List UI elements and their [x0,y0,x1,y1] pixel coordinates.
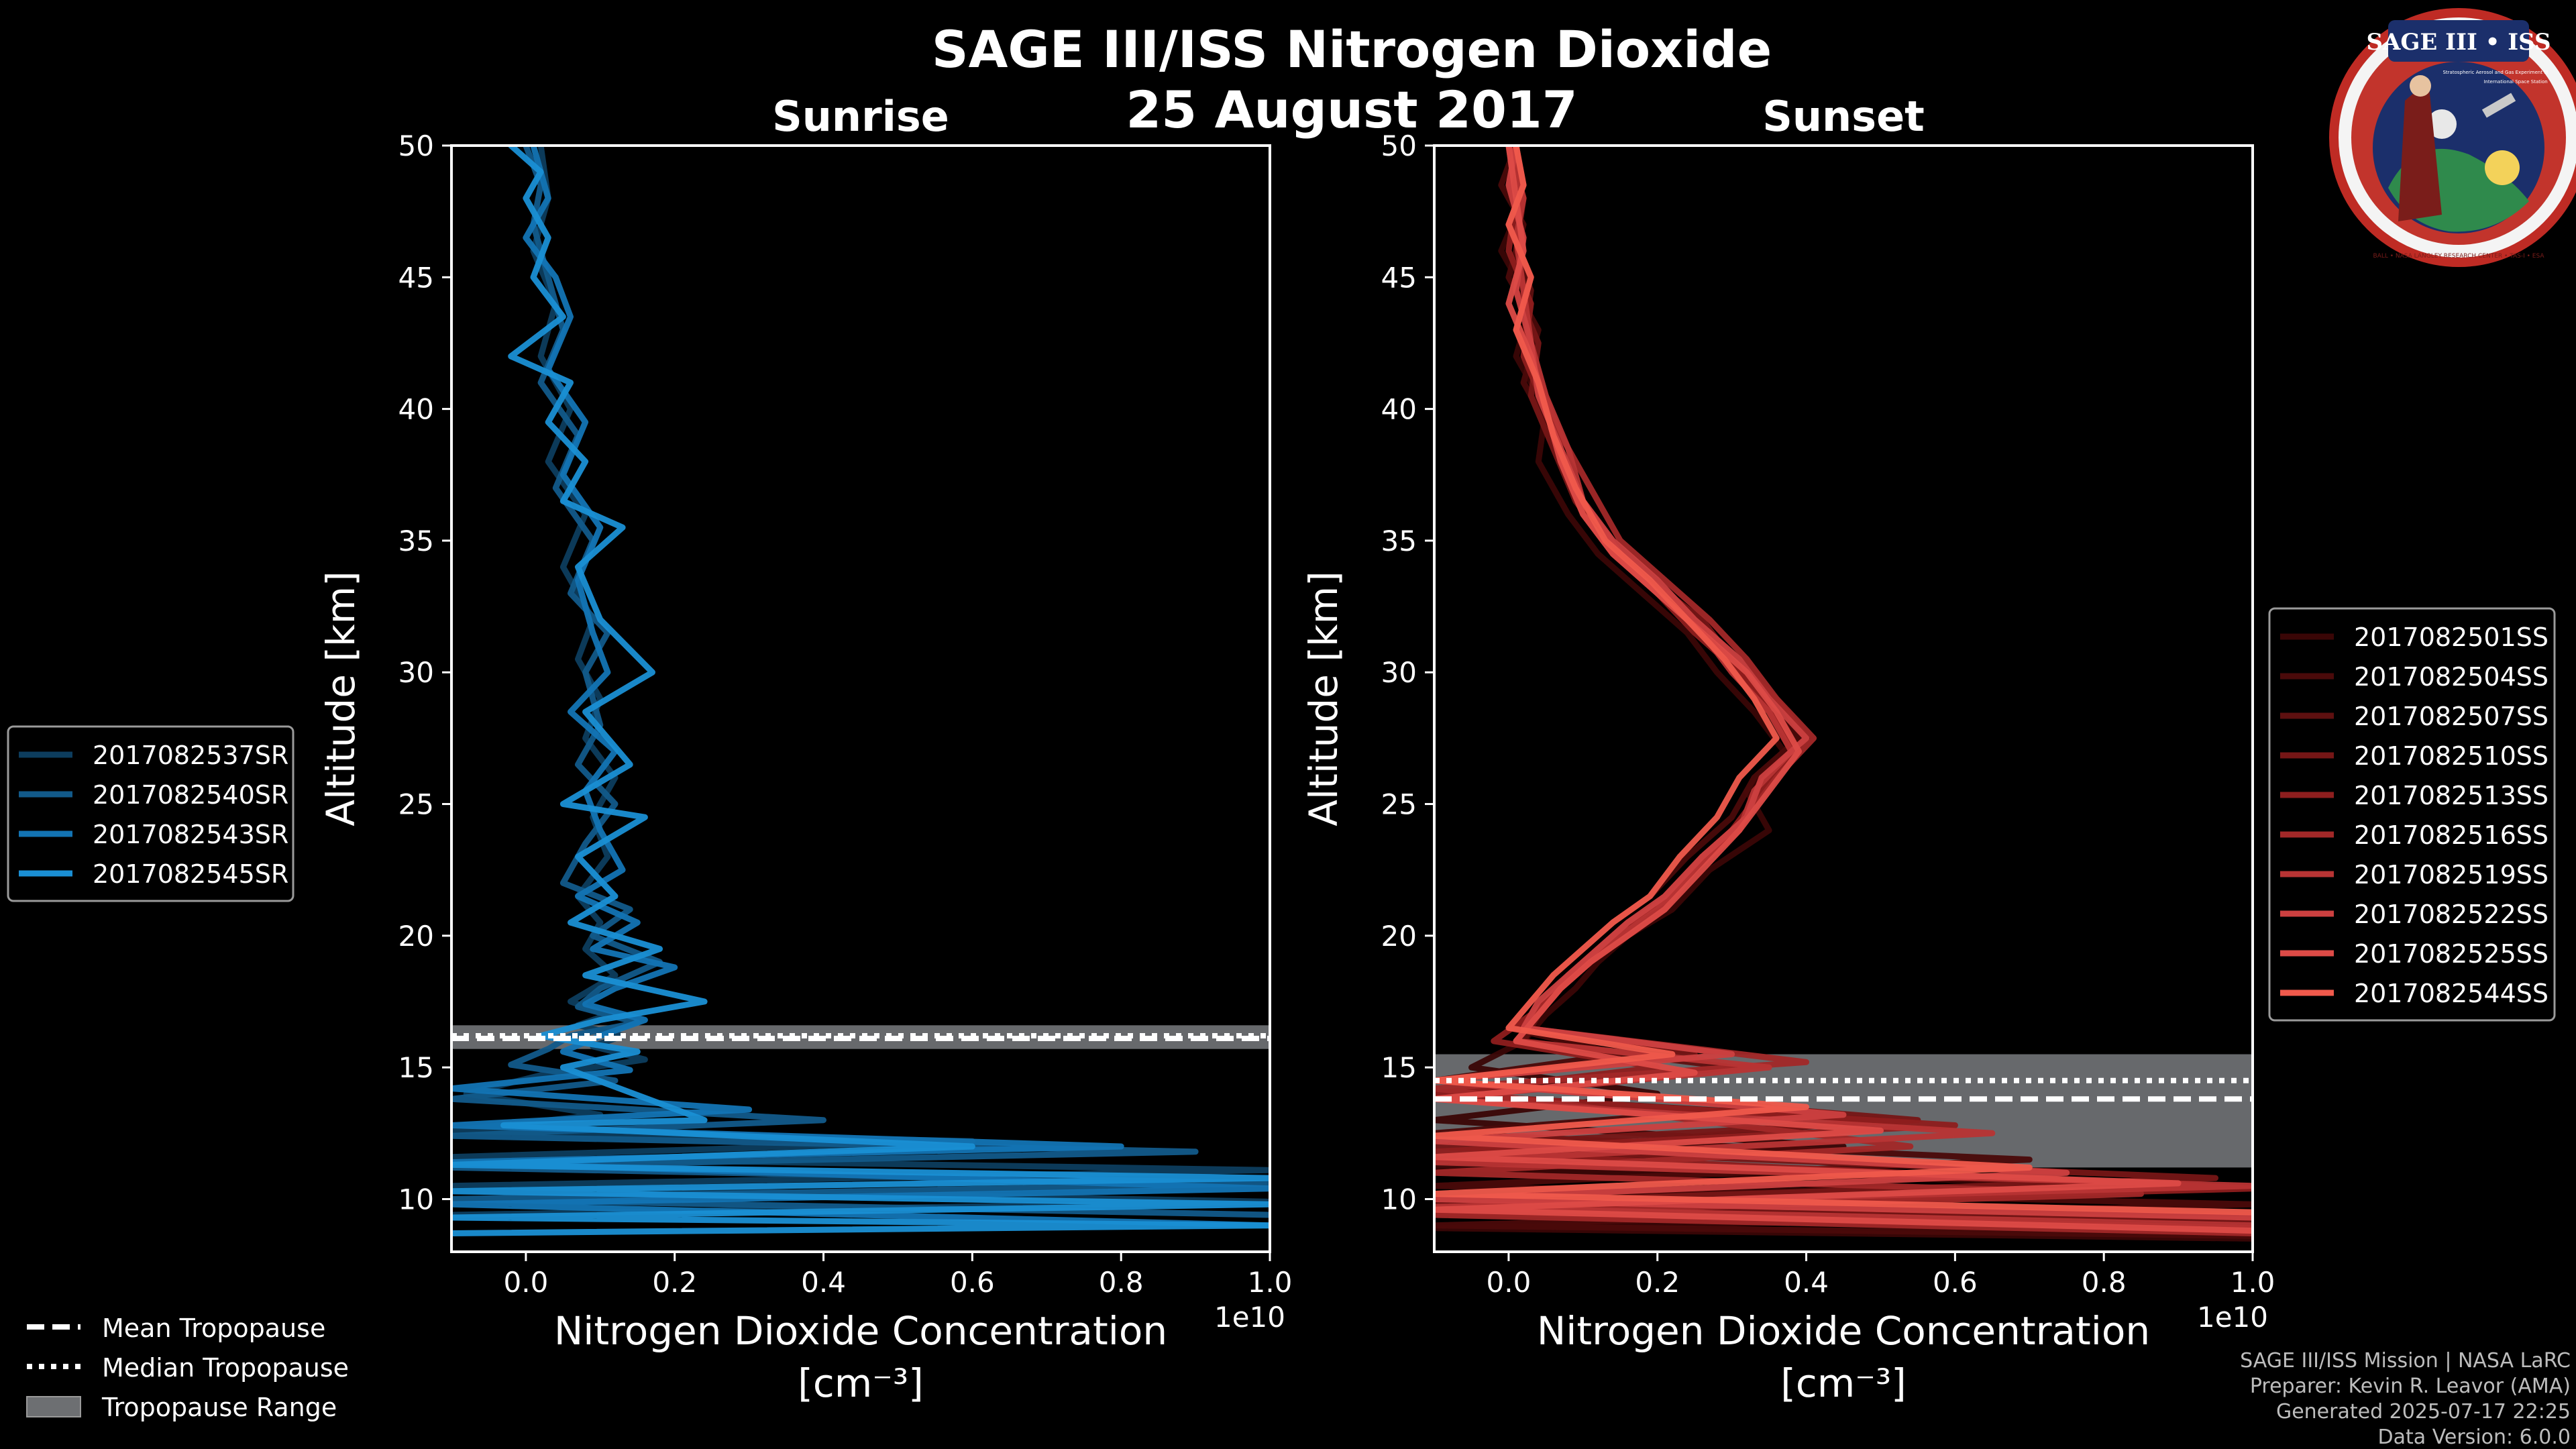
sunrise-legend-label: 2017082537SR [93,741,288,770]
sunset-ytick-label: 50 [1381,129,1417,162]
sunset-x-axis-label: Nitrogen Dioxide Concentration [1537,1308,2150,1354]
sunset-legend-label: 2017082513SS [2354,781,2548,810]
sunrise-series-2017082543SR [451,146,1270,1229]
sunrise-xtick-label: 0.4 [801,1266,846,1299]
sunset-legend-label: 2017082522SS [2354,900,2548,929]
sunrise-legend: 2017082537SR 2017082540SR 2017082543SR 2017… [7,725,294,902]
sunset-x-axis-unit: [cm⁻³] [1780,1360,1907,1406]
sunset-legend-label: 2017082516SS [2354,820,2548,850]
footer-preparer: Preparer: Kevin R. Leavor (AMA) [2250,1375,2571,1398]
sunset-y-axis-label: Altitude [km] [1301,571,1346,826]
sunset-legend-label: 2017082525SS [2354,939,2548,969]
sunrise-legend-label: 2017082543SR [93,820,288,849]
sunset-series-2017082544SS [1434,146,2253,1216]
sage-iii-iss-logo: SAGE III • ISS BALL • NASA LANGLEY RESEA… [2329,8,2576,267]
sunset-legend-label: 2017082504SS [2354,662,2548,692]
sunrise-xtick-label: 0.8 [1099,1266,1144,1299]
sunset-x-scale-label: 1e10 [2197,1301,2268,1334]
sunset-ytick-label: 10 [1381,1183,1417,1216]
logo-subtitle: Stratospheric Aerosol and Gas Experiment… [2443,70,2548,75]
sunset-panel-title: Sunset [1762,92,1925,141]
sunrise-legend-box [7,725,294,902]
sunrise-panel-title: Sunrise [772,92,949,141]
sunrise-ytick-label: 15 [398,1051,434,1084]
sunset-legend-box [2268,607,2556,1022]
sunset-xtick-label: 0.0 [1487,1266,1532,1299]
sunrise-series-2017082540SR [451,146,1270,1218]
mean-tropopause-label: Mean Tropopause [102,1313,325,1343]
sunrise-ytick-label: 40 [398,393,434,426]
sunset-ytick-label: 30 [1381,656,1417,689]
sunrise-xtick-label: 0.2 [652,1266,697,1299]
tropopause-range-swatch [26,1396,81,1417]
sunset-ytick-label: 40 [1381,393,1417,426]
logo-title: SAGE III • ISS [2366,29,2551,56]
sunset-ytick-label: 45 [1381,261,1417,294]
median-tropopause-label: Median Tropopause [102,1353,349,1383]
footer-data-version: Data Version: 6.0.0 [2378,1426,2571,1449]
sunset-ytick-label: 25 [1381,788,1417,821]
footer: SAGE III/ISS Mission | NASA LaRC Prepare… [2240,1349,2571,1449]
logo-subtitle-2: International Space Station [2483,79,2547,85]
sunset-legend-label: 2017082510SS [2354,741,2548,771]
panels: 0.0 0.2 0.4 0.6 0.8 1.0 10 15 20 25 30 35 40 45 50 1e10… [318,92,2275,1406]
logo-ring-text: BALL • NASA LANGLEY RESEARCH CENTER • TA… [2373,253,2544,260]
sunrise-x-axis-label: Nitrogen Dioxide Concentration [554,1308,1167,1354]
sunset-legend-label: 2017082507SS [2354,702,2548,731]
figure-title: SAGE III/ISS Nitrogen Dioxide [932,19,1772,79]
sunrise-ytick-label: 50 [398,129,434,162]
footer-generated: Generated 2025-07-17 22:25 [2276,1400,2571,1424]
sunset-panel: 0.0 0.2 0.4 0.6 0.8 1.0 10 15 20 25 30 35 40 45 50 1e10… [1301,92,2275,1406]
sunrise-ytick-label: 35 [398,525,434,557]
sunset-xtick-label: 0.2 [1635,1266,1680,1299]
sunrise-ytick-label: 30 [398,656,434,689]
sunrise-xtick-label: 1.0 [1248,1266,1293,1299]
sunrise-x-axis-unit: [cm⁻³] [798,1360,924,1406]
footer-mission: SAGE III/ISS Mission | NASA LaRC [2240,1349,2571,1373]
sunset-xtick-label: 1.0 [2231,1266,2275,1299]
sunrise-y-axis-label: Altitude [km] [318,571,364,826]
sunset-legend-label: 2017082501SS [2354,623,2548,652]
sunset-ytick-label: 20 [1381,920,1417,953]
sunset-ytick-label: 15 [1381,1051,1417,1084]
sunset-xtick-label: 0.8 [2082,1266,2127,1299]
sunrise-series-2017082545SR [451,146,1270,1236]
sunrise-axes-frame [450,144,1271,1253]
sunrise-ytick-label: 10 [398,1183,434,1216]
sunrise-x-scale-label: 1e10 [1214,1301,1285,1334]
tropopause-legend: Mean Tropopause Median Tropopause Tropop… [26,1313,349,1422]
sunset-axes-frame [1433,144,2254,1253]
sunset-legend: 2017082501SS 2017082504SS 2017082507SS 2017… [2268,607,2556,1022]
sunrise-legend-label: 2017082545SR [93,859,288,889]
sunset-legend-label: 2017082544SS [2354,979,2548,1008]
sunrise-panel: 0.0 0.2 0.4 0.6 0.8 1.0 10 15 20 25 30 35 40 45 50 1e10… [318,92,1292,1406]
sunrise-ytick-label: 25 [398,788,434,821]
tropopause-range-label: Tropopause Range [101,1393,337,1422]
figure-date: 25 August 2017 [1126,80,1577,140]
sunrise-xtick-label: 0.6 [950,1266,995,1299]
sunrise-ytick-label: 45 [398,261,434,294]
sunset-xtick-label: 0.4 [1784,1266,1829,1299]
sunset-plot-area [1434,146,2253,1252]
sunrise-ytick-label: 20 [398,920,434,953]
sunrise-legend-label: 2017082540SR [93,780,288,810]
sunset-xtick-label: 0.6 [1933,1266,1978,1299]
sunset-legend-label: 2017082519SS [2354,860,2548,890]
sunrise-xtick-label: 0.0 [504,1266,549,1299]
sunrise-plot-area [451,146,1270,1252]
sunset-ytick-label: 35 [1381,525,1417,557]
